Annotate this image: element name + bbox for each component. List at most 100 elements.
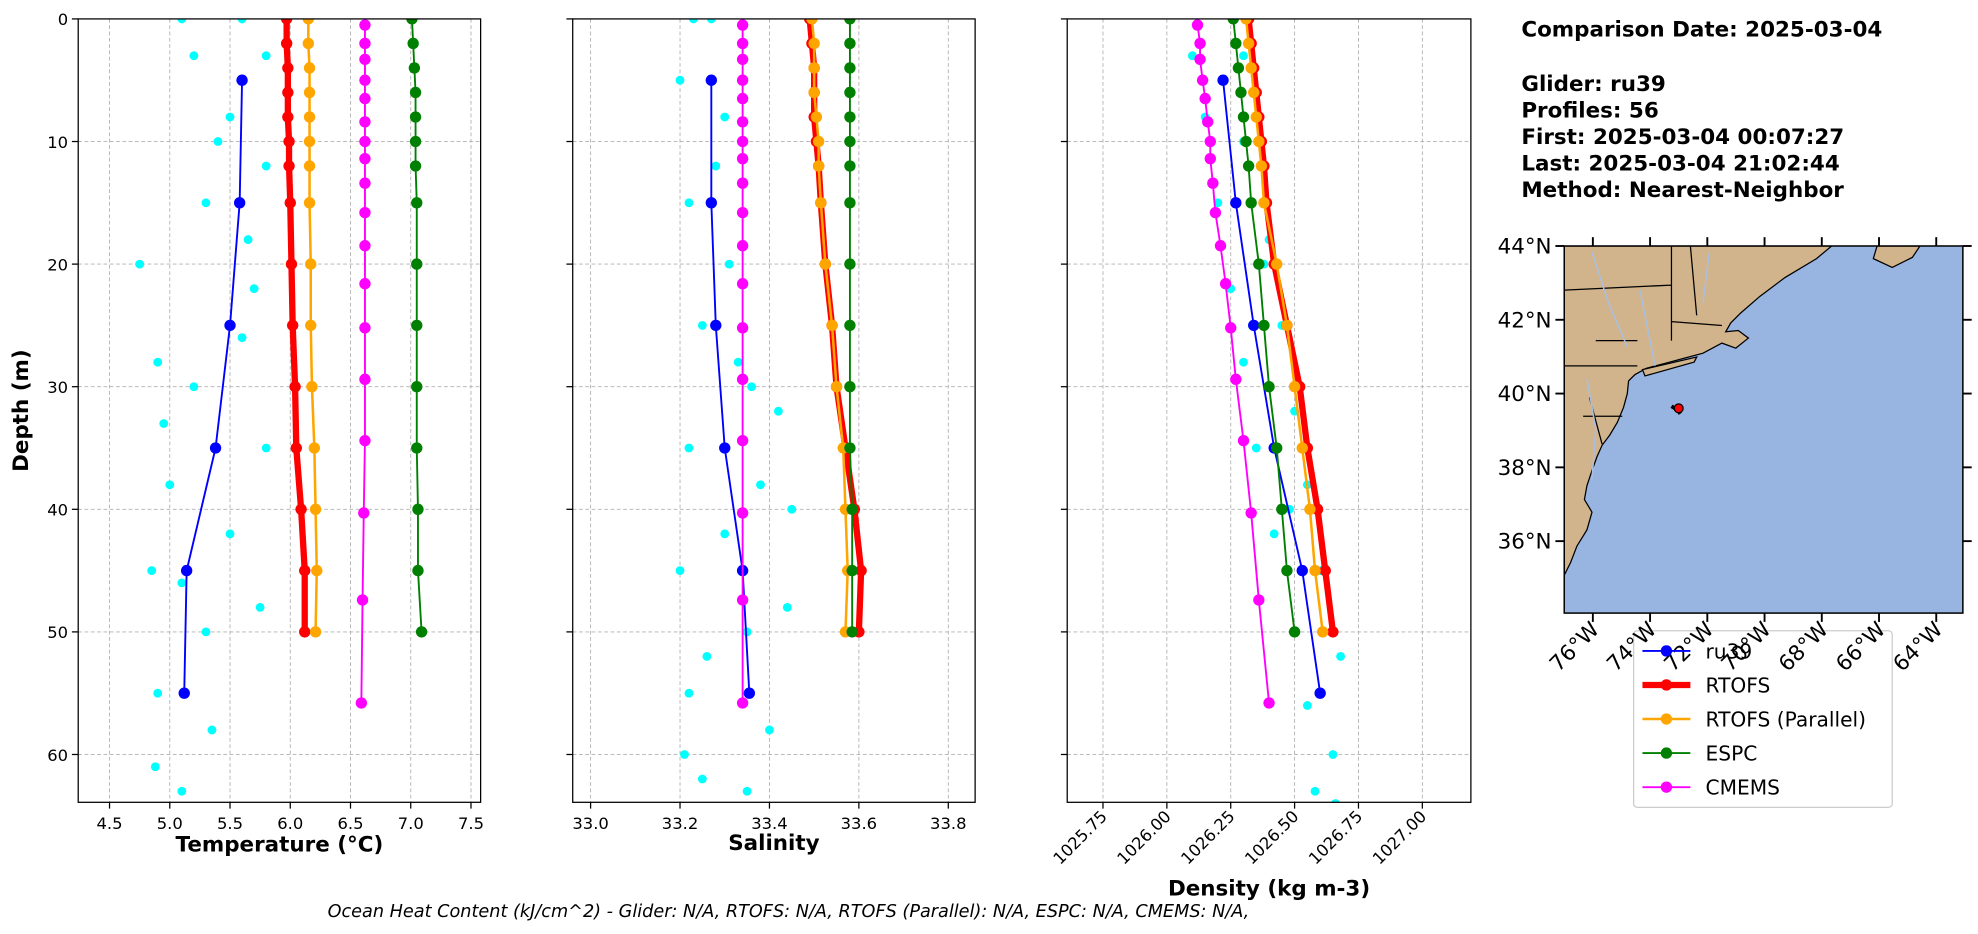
axes-frame (1066, 18, 1472, 803)
profile-marker (710, 319, 722, 332)
profile-marker (359, 116, 371, 128)
glider-point (189, 382, 199, 392)
profile-marker (411, 319, 423, 332)
profile-marker (302, 18, 315, 25)
y-axis-label: Depth (m) (9, 349, 34, 472)
profile-marker (1204, 135, 1216, 148)
profile-marker (1296, 442, 1308, 454)
profile-marker (280, 18, 293, 25)
profile-marker (844, 135, 856, 148)
profile-marker (830, 381, 843, 393)
profile-marker (282, 111, 294, 123)
y-tick-label: 10 (47, 133, 68, 152)
profile-marker (289, 381, 301, 393)
glider-point (747, 382, 756, 392)
profile-marker (1288, 626, 1301, 638)
profile-marker (736, 507, 749, 519)
profile-marker (846, 503, 858, 515)
glider-point (201, 627, 211, 637)
profile-marker (1281, 319, 1293, 332)
profile-marker (736, 53, 749, 66)
profile-marker (736, 116, 749, 128)
map-y-tick-label: 42°N (1498, 308, 1552, 333)
profile-marker (282, 86, 294, 99)
nova-scotia (1872, 245, 1921, 269)
profile-marker (1258, 197, 1270, 209)
profile-marker (356, 594, 369, 606)
legend-marker (1660, 645, 1673, 657)
profile-marker (290, 442, 302, 454)
profile-marker (286, 319, 299, 332)
profile-marker (808, 62, 820, 74)
glider-point (724, 259, 734, 269)
profile-marker (309, 503, 322, 515)
profile-marker (305, 319, 317, 332)
profile-marker (1240, 135, 1252, 148)
info-line: Last: 2025-03-04 21:02:44 (1521, 151, 1839, 176)
profile-marker (1248, 319, 1260, 332)
info-line: Profiles: 56 (1521, 98, 1658, 123)
profile-marker (826, 319, 838, 332)
long-island (1641, 356, 1698, 377)
profile-marker (844, 442, 856, 454)
x-tick-label: 6.5 (337, 814, 363, 833)
profile-marker (303, 111, 316, 123)
glider-point (711, 161, 721, 171)
profile-marker (406, 18, 418, 25)
profile-marker (359, 240, 371, 252)
x-tick-label: 33.8 (930, 814, 966, 833)
profile-marker (1250, 111, 1262, 123)
profile-marker (844, 258, 856, 270)
profile-marker (359, 322, 371, 334)
rivers (1586, 252, 1711, 480)
profile-marker (736, 177, 749, 189)
profile-marker (1196, 74, 1209, 86)
profile-marker (1263, 381, 1275, 393)
profile-marker (808, 86, 820, 99)
profile-marker (411, 442, 423, 454)
glider-point (261, 443, 271, 453)
profile-marker (1309, 564, 1321, 577)
profile-marker (1219, 278, 1232, 290)
y-tick-label: 40 (47, 501, 68, 520)
footer: Ocean Heat Content (kJ/cm^2) - Glider: N… (328, 902, 1250, 922)
profile-marker (736, 278, 749, 290)
borders (1564, 245, 1722, 445)
glider-point (177, 578, 187, 588)
profile-marker (1327, 626, 1339, 638)
glider-point (213, 137, 223, 146)
profile-marker (284, 197, 296, 209)
info-line: Method: Nearest-Neighbor (1521, 178, 1844, 203)
profile-marker (1276, 503, 1288, 515)
glider-point (1302, 701, 1312, 710)
glider-point (150, 762, 160, 772)
profile-marker (1237, 434, 1250, 447)
glider-position (1673, 403, 1684, 414)
glider-point (255, 602, 265, 612)
profile-marker (412, 564, 424, 577)
y-tick-label: 50 (47, 623, 68, 642)
profile-marker (306, 381, 318, 393)
glider-point (261, 51, 271, 61)
plot-area (675, 18, 867, 796)
glider-point (684, 198, 694, 208)
profile-marker (411, 197, 423, 209)
x-tick-label: 1026.75 (1305, 807, 1366, 868)
profile-marker (736, 240, 749, 252)
glider-point (706, 18, 716, 24)
profile-marker (1230, 197, 1242, 209)
glider-point (1336, 651, 1346, 661)
glider-point (225, 529, 235, 539)
profile-marker (411, 381, 423, 393)
x-tick-label: 1026.25 (1177, 807, 1238, 868)
legend-label: ru39 (1706, 639, 1753, 663)
profile-marker (1255, 160, 1268, 172)
profile-marker (844, 197, 856, 209)
y-tick-label: 0 (58, 10, 68, 29)
legend-label: CMEMS (1706, 776, 1780, 800)
profile-marker (359, 177, 371, 189)
profile-marker (736, 37, 749, 50)
legend-label: RTOFS (1706, 674, 1771, 698)
y-tick-label: 30 (47, 378, 68, 397)
profile-marker (280, 37, 293, 50)
